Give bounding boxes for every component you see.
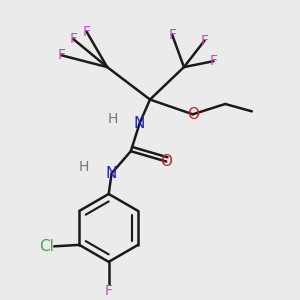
Text: F: F: [58, 48, 65, 62]
Text: H: H: [78, 160, 89, 174]
Text: F: F: [69, 32, 77, 46]
Text: Cl: Cl: [39, 239, 54, 254]
Text: F: F: [82, 25, 91, 39]
Text: N: N: [106, 166, 117, 181]
Text: F: F: [105, 284, 113, 298]
Text: F: F: [168, 28, 176, 42]
Text: F: F: [209, 54, 217, 68]
Text: O: O: [160, 154, 172, 169]
Text: F: F: [201, 34, 208, 47]
Text: N: N: [134, 116, 146, 131]
Text: O: O: [187, 107, 199, 122]
Text: H: H: [108, 112, 118, 126]
